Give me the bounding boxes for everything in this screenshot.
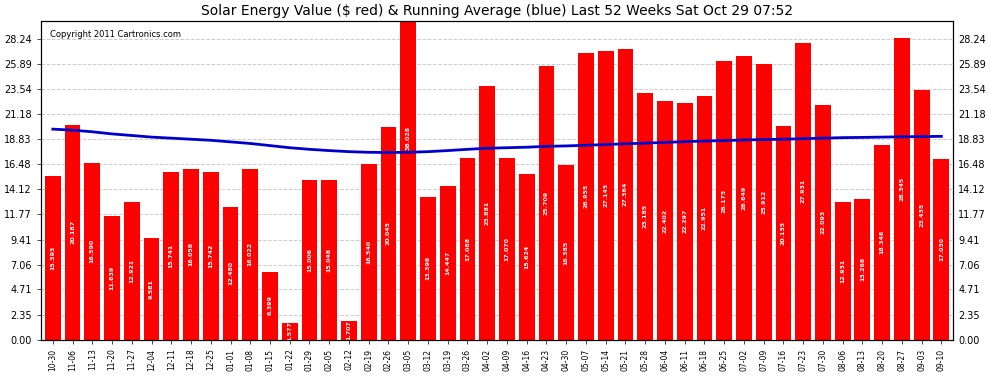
Bar (183, 169, 199, 339)
Text: 18.348: 18.348 (880, 230, 885, 254)
Text: 27.364: 27.364 (623, 182, 628, 206)
Text: 15.006: 15.006 (307, 248, 312, 272)
Bar (262, 272, 278, 339)
Text: 6.399: 6.399 (267, 296, 272, 315)
Bar (223, 207, 239, 339)
Text: 22.093: 22.093 (821, 210, 826, 234)
Text: 25.709: 25.709 (544, 191, 548, 215)
Text: 16.385: 16.385 (563, 240, 568, 265)
Text: 26.175: 26.175 (722, 188, 727, 213)
Bar (874, 144, 890, 339)
Text: 13.398: 13.398 (426, 256, 431, 280)
Bar (539, 66, 554, 339)
Bar (144, 238, 159, 339)
Text: 23.435: 23.435 (919, 203, 924, 227)
Text: 16.540: 16.540 (366, 240, 371, 264)
Text: 22.951: 22.951 (702, 206, 707, 230)
Bar (755, 64, 771, 339)
Text: 26.955: 26.955 (583, 184, 588, 209)
Text: 27.145: 27.145 (603, 183, 608, 207)
Text: 20.045: 20.045 (386, 221, 391, 245)
Bar (795, 43, 811, 339)
Bar (934, 159, 949, 339)
Bar (203, 172, 219, 339)
Bar (638, 93, 653, 339)
Bar (914, 90, 930, 339)
Bar (322, 180, 338, 339)
Bar (459, 158, 475, 339)
Text: 12.931: 12.931 (841, 259, 845, 283)
Bar (380, 126, 396, 339)
Bar (243, 169, 258, 339)
Text: 1.707: 1.707 (346, 321, 351, 340)
Text: 27.931: 27.931 (801, 179, 806, 203)
Text: 22.297: 22.297 (682, 209, 687, 233)
Title: Solar Energy Value ($ red) & Running Average (blue) Last 52 Weeks Sat Oct 29 07:: Solar Energy Value ($ red) & Running Ave… (201, 4, 793, 18)
Text: Copyright 2011 Cartronics.com: Copyright 2011 Cartronics.com (50, 30, 181, 39)
Text: 23.881: 23.881 (485, 201, 490, 225)
Text: 11.639: 11.639 (110, 266, 115, 290)
Text: 13.268: 13.268 (860, 257, 865, 281)
Bar (717, 62, 732, 339)
Text: 17.070: 17.070 (505, 237, 510, 261)
Text: 12.480: 12.480 (228, 261, 233, 285)
Bar (45, 176, 60, 339)
Bar (84, 163, 100, 339)
Bar (677, 103, 693, 339)
Bar (302, 180, 318, 339)
Bar (124, 202, 140, 339)
Bar (894, 38, 910, 339)
Text: 38.028: 38.028 (406, 125, 411, 150)
Text: 15.048: 15.048 (327, 248, 332, 272)
Bar (736, 56, 751, 339)
Bar (360, 164, 376, 339)
Bar (558, 165, 574, 339)
Text: 1.577: 1.577 (287, 321, 292, 341)
Text: 20.135: 20.135 (781, 220, 786, 245)
Text: 16.022: 16.022 (248, 242, 252, 267)
Text: 26.649: 26.649 (742, 186, 746, 210)
Bar (104, 216, 120, 339)
Text: 16.590: 16.590 (90, 239, 95, 264)
Bar (775, 126, 791, 339)
Text: 22.402: 22.402 (662, 209, 667, 232)
Bar (854, 198, 870, 339)
Bar (499, 158, 515, 339)
Text: 23.185: 23.185 (643, 204, 647, 228)
Text: 28.345: 28.345 (899, 177, 905, 201)
Bar (479, 86, 495, 339)
Bar (835, 202, 850, 339)
Text: 15.741: 15.741 (168, 244, 174, 268)
Bar (163, 172, 179, 339)
Text: 15.742: 15.742 (208, 244, 213, 268)
Bar (657, 102, 673, 339)
Bar (697, 96, 713, 339)
Bar (400, 0, 416, 339)
Text: 25.912: 25.912 (761, 190, 766, 214)
Text: 16.058: 16.058 (188, 242, 193, 266)
Bar (64, 125, 80, 339)
Bar (440, 186, 455, 339)
Bar (815, 105, 831, 339)
Bar (519, 174, 535, 339)
Text: 14.447: 14.447 (446, 251, 450, 275)
Text: 15.393: 15.393 (50, 246, 55, 270)
Bar (578, 53, 594, 339)
Text: 9.581: 9.581 (149, 279, 154, 298)
Bar (598, 51, 614, 339)
Bar (420, 197, 436, 339)
Text: 17.068: 17.068 (465, 237, 470, 261)
Bar (342, 321, 356, 339)
Text: 17.030: 17.030 (939, 237, 943, 261)
Text: 12.921: 12.921 (130, 259, 135, 283)
Bar (282, 323, 298, 339)
Bar (618, 49, 634, 339)
Text: 15.624: 15.624 (524, 244, 530, 268)
Text: 20.187: 20.187 (70, 220, 75, 245)
